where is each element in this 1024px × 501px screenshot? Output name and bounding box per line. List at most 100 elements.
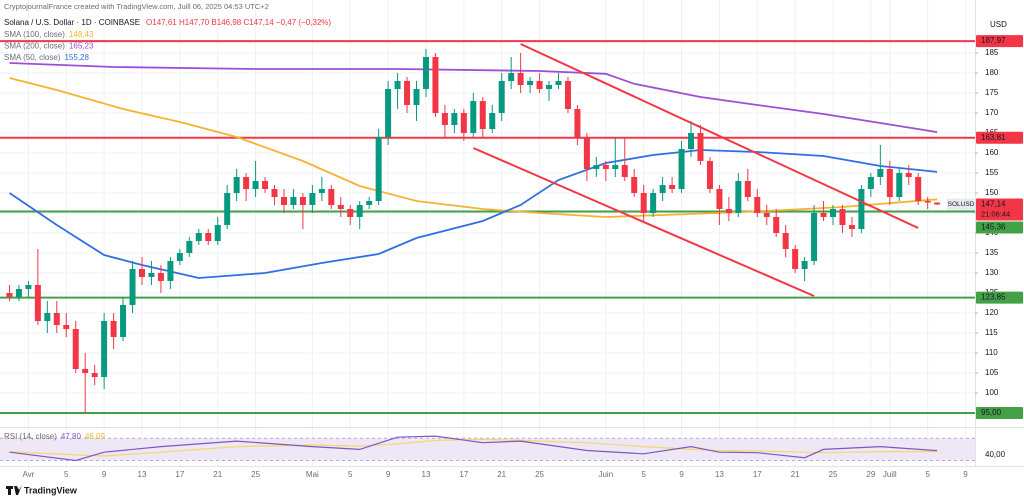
candle-body (243, 177, 250, 189)
y-tick-label: 180 (985, 68, 999, 77)
candle-body (536, 81, 543, 89)
candle-body (574, 109, 581, 137)
candle-body (555, 81, 562, 85)
candle-body (498, 81, 505, 113)
y-tick-label: 130 (985, 268, 999, 277)
candle-body (120, 305, 127, 337)
y-tick-label: 100 (985, 388, 999, 397)
candle-body (318, 189, 325, 193)
candle-body (385, 89, 392, 137)
x-tick-label: Avr (22, 470, 34, 479)
x-tick-label: 9 (963, 470, 968, 479)
candle-body (886, 169, 893, 197)
rsi-legend-value: 47,80 (61, 432, 82, 441)
candle-body (782, 233, 789, 249)
candle-body (441, 113, 448, 125)
symbol-header: Solana / U.S. Dollar · 1D · COINBASE O147… (4, 18, 331, 27)
rsi-line (9, 435, 938, 462)
candle-body (621, 165, 628, 177)
ohlc-values: O147,61 H147,70 B146,98 C147,14 −0,47 (−… (146, 18, 331, 27)
candles (6, 49, 941, 413)
candle-body (593, 165, 600, 169)
candle-body (138, 269, 145, 277)
candle-body (527, 81, 534, 85)
candle-body (754, 197, 761, 213)
level-tag (976, 131, 1023, 144)
legend-value: 148,43 (69, 30, 94, 39)
candle-body (820, 213, 827, 217)
candle-body (44, 313, 51, 321)
x-tick-label: 13 (422, 470, 431, 479)
brand-name: TradingView (24, 485, 78, 495)
candle-body (697, 133, 704, 161)
candle-body (735, 181, 742, 213)
candle-body (489, 113, 496, 129)
candle-body (101, 321, 108, 377)
candle-body (205, 233, 212, 241)
candle-body (650, 193, 657, 213)
candle-body (328, 189, 335, 205)
level-tag-label: 95,00 (981, 408, 1002, 417)
candle-body (905, 173, 912, 177)
candle-body (290, 197, 297, 205)
candle-body (744, 181, 751, 197)
candle-body (299, 197, 306, 205)
brand-logo (6, 485, 22, 495)
candle-body (924, 201, 931, 203)
x-tick-label: 9 (102, 470, 107, 479)
x-tick-label: 21 (791, 470, 800, 479)
candle-body (432, 57, 439, 113)
brand: TradingView (6, 485, 78, 495)
x-tick-label: Juill (883, 470, 897, 479)
rsi-ma-line (9, 438, 938, 457)
candle-body (186, 241, 193, 253)
candle-body (640, 193, 647, 213)
sma-line (9, 62, 938, 133)
candle-body (669, 185, 676, 189)
y-tick-label: 185 (985, 48, 999, 57)
candle-body (110, 321, 117, 337)
candle-body (129, 269, 136, 305)
x-tick-label: 9 (679, 470, 684, 479)
level-tag (976, 221, 1023, 234)
y-tick-label: 135 (985, 248, 999, 257)
candle-body (252, 181, 259, 189)
currency-label: USD (990, 20, 1007, 29)
last-price-label: 147,14 (981, 200, 1006, 209)
x-tick-label: 21 (497, 470, 506, 479)
candle-body (148, 273, 155, 277)
candle-body (858, 189, 865, 229)
candle-body (763, 213, 770, 217)
level-tag-label: 145,36 (981, 223, 1006, 232)
candle-body (517, 73, 524, 85)
legend-entry: SMA (50, close) 155,28 (4, 53, 89, 62)
candle-body (167, 261, 174, 281)
y-tick-label: 120 (985, 308, 999, 317)
candle-body (157, 273, 164, 281)
levels (0, 40, 975, 414)
candle-body (176, 253, 183, 261)
x-tick-label: 29 (866, 470, 875, 479)
attribution: CryptojournalFrance created with Trading… (4, 2, 269, 11)
candle-body (34, 285, 41, 321)
candle-body (63, 325, 70, 329)
level-tag (976, 35, 1023, 48)
candle-body (224, 193, 231, 225)
legend-value: 155,28 (64, 53, 89, 62)
candle-body (280, 197, 287, 205)
legend-name: SMA (100, close) (4, 30, 65, 39)
candle-body (564, 81, 571, 109)
y-tick-label: 150 (985, 188, 999, 197)
candle-body (725, 209, 732, 213)
candle-body (934, 202, 941, 205)
y-tick-label: 115 (985, 328, 998, 337)
candle-body (422, 57, 429, 89)
candle-body (82, 369, 89, 373)
x-tick-label: Juin (598, 470, 613, 479)
rsi-pane: 40,00 RSI (14, close) 47,80 46,09 (0, 432, 1006, 462)
candle-body (195, 233, 202, 241)
candle-body (404, 81, 411, 105)
candle-body (394, 81, 401, 89)
rsi-legend-ma: 46,09 (85, 432, 106, 441)
